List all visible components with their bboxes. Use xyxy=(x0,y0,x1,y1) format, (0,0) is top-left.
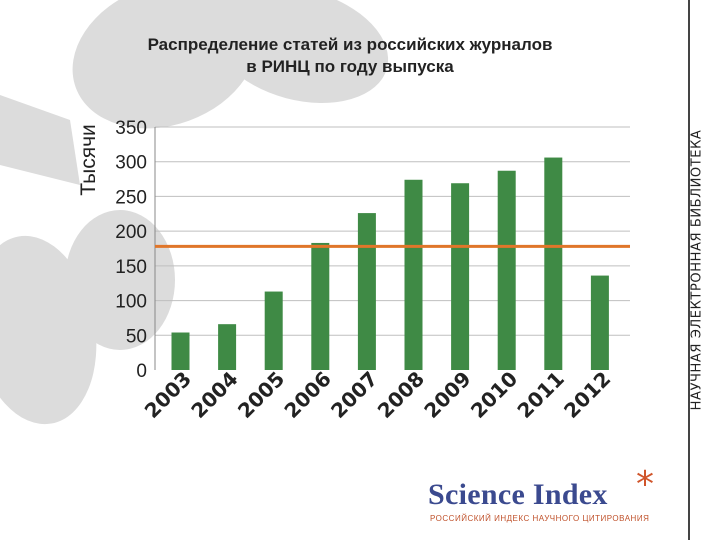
logo-name: Science Index xyxy=(428,478,608,511)
x-tick-label: 2006 xyxy=(279,367,335,423)
vertical-library-label: НАУЧНАЯ ЭЛЕКТРОННАЯ БИБЛИОТЕКА xyxy=(689,129,705,411)
x-tick-label: 2007 xyxy=(326,367,382,423)
y-tick-label: 250 xyxy=(115,187,147,208)
bar-2005 xyxy=(264,291,283,370)
bar-2004 xyxy=(218,324,237,370)
bar-2003 xyxy=(171,332,190,370)
x-tick-label: 2009 xyxy=(419,367,475,423)
x-tick-label: 2011 xyxy=(512,367,568,423)
y-tick-label: 150 xyxy=(115,257,147,278)
y-tick-label: 50 xyxy=(126,326,147,347)
x-tick-label: 2012 xyxy=(559,367,615,423)
asterisk-icon: * xyxy=(636,464,655,505)
chart-title-line1: Распределение статей из российских журна… xyxy=(147,35,553,54)
chart-title: Распределение статей из российских журна… xyxy=(85,34,615,78)
y-tick-label: 350 xyxy=(115,118,147,139)
y-tick-label: 300 xyxy=(115,153,147,174)
bar-2006 xyxy=(311,242,330,370)
bar-2010 xyxy=(497,170,516,370)
bar-2007 xyxy=(357,213,376,370)
logo-subtitle: РОССИЙСКИЙ ИНДЕКС НАУЧНОГО ЦИТИРОВАНИЯ xyxy=(430,514,650,523)
y-tick-label: 100 xyxy=(115,292,147,313)
x-tick-label: 2008 xyxy=(373,367,429,423)
x-tick-label: 2005 xyxy=(233,367,289,423)
bar-2009 xyxy=(451,183,470,370)
bar-2011 xyxy=(544,157,563,370)
x-tick-label: 2003 xyxy=(140,367,196,423)
x-tick-label: 2010 xyxy=(466,367,522,423)
x-tick-label: 2004 xyxy=(186,367,242,423)
science-index-logo: Science Index * xyxy=(428,464,654,512)
chart-title-line2: в РИНЦ по году выпуска xyxy=(246,57,454,76)
bar-2008 xyxy=(404,179,423,370)
bar-2012 xyxy=(590,275,609,370)
y-tick-label: 0 xyxy=(136,361,147,382)
y-tick-label: 200 xyxy=(115,222,147,243)
